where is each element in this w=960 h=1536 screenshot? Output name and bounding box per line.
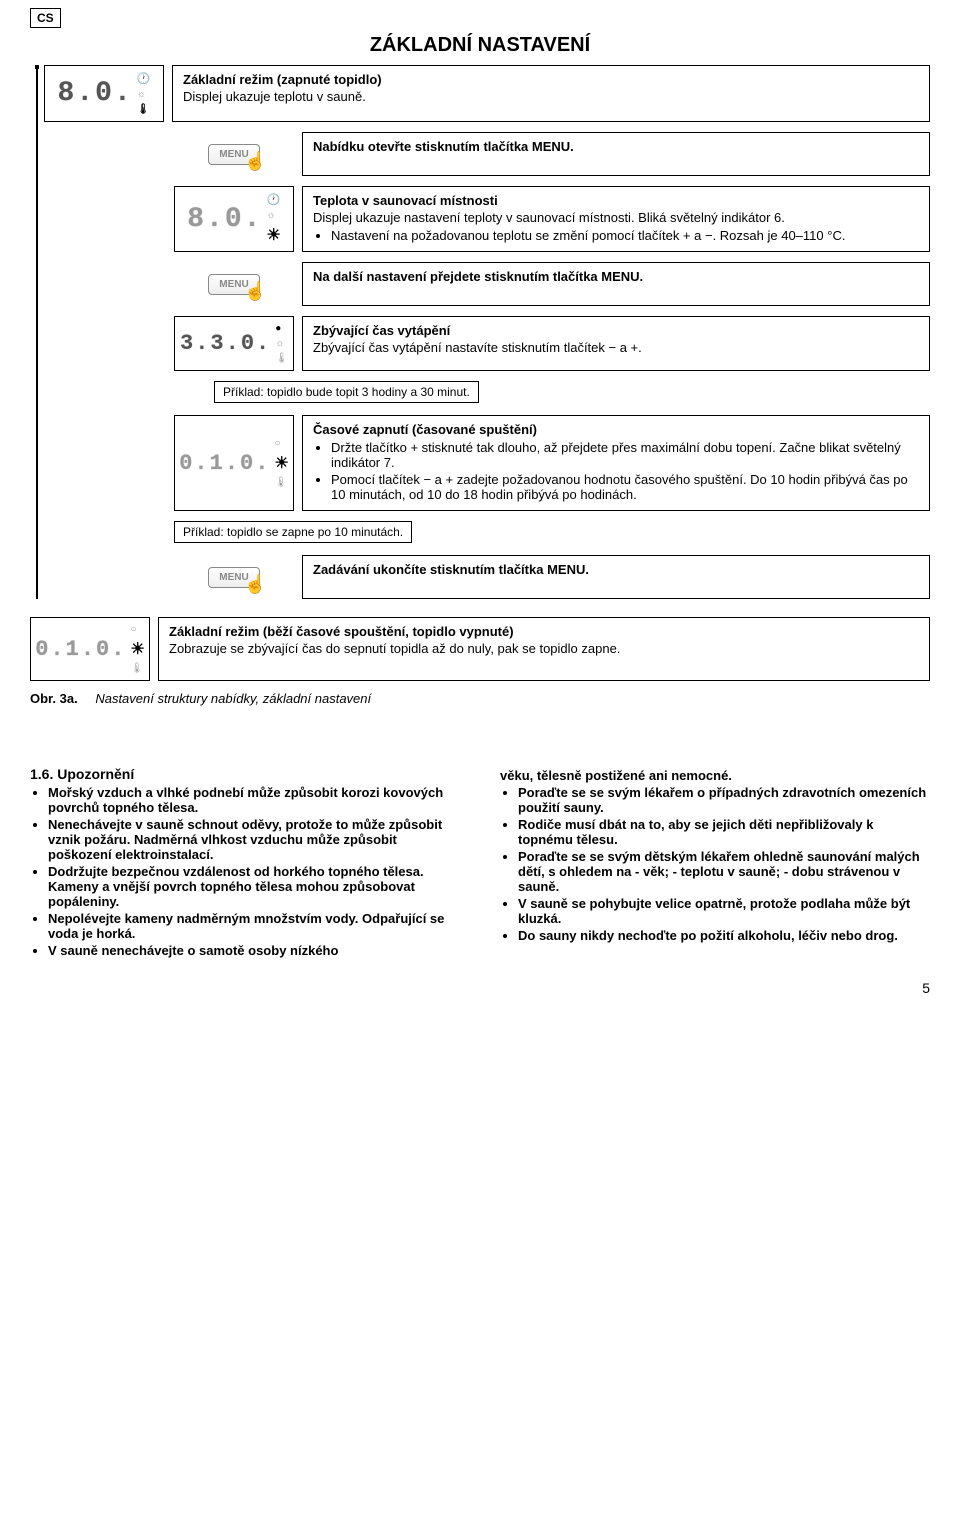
thermometer-icon: 🌡 <box>130 663 144 674</box>
clock-icon: ● <box>275 323 288 334</box>
row-title: Základní režim (běží časové spouštění, t… <box>169 624 919 639</box>
warnings-right-column: věku, tělesně postižené ani nemocné. Pora… <box>500 766 930 960</box>
seg-value: 0.1.0. <box>35 637 126 662</box>
seg-value: 8.0. <box>187 204 262 235</box>
setting-row-remaining-time: 3.3.0. ● ☼ 🌡 Zbývající čas vytápění Zbýv… <box>174 316 930 371</box>
content-finish-input: Zadávání ukončíte stisknutím tlačítka ME… <box>302 555 930 599</box>
sun-icon: ☼ <box>266 210 280 221</box>
page-title: ZÁKLADNÍ NASTAVENÍ <box>30 34 930 57</box>
menu-button-icon[interactable]: MENU <box>208 144 259 165</box>
seg-value: 8.0. <box>58 78 133 109</box>
display-countdown: 0.1.0. ○ ☀ 🌡 <box>30 617 150 681</box>
menu-press-row-2: MENU Na další nastavení přejdete stisknu… <box>174 262 930 306</box>
setting-row-timed-countdown: 0.1.0. ○ ☀ 🌡 Základní režim (běží časové… <box>30 617 930 681</box>
row-text: Zobrazuje se zbývající čas do sepnutí to… <box>169 641 919 656</box>
flow-connector <box>36 65 38 599</box>
setting-row-basic-mode: 8.0. ☼ 🌡 Základní režim (zapnuté topidlo… <box>44 65 930 122</box>
clock-icon <box>266 193 280 206</box>
thermometer-icon: 🌡 <box>137 104 151 115</box>
warning-item: Poraďte se se svým dětským lékařem ohled… <box>518 849 930 894</box>
menu-press-row-1: MENU Nabídku otevřte stisknutím tlačítka… <box>174 132 930 176</box>
seg-value: 3.3.0. <box>180 331 271 356</box>
row-title: Teplota v saunovací místnosti <box>313 193 919 208</box>
content-next-setting: Na další nastavení přejdete stisknutím t… <box>302 262 930 306</box>
menu-button-icon[interactable]: MENU <box>208 567 259 588</box>
warning-item: Dodržujte bezpečnou vzdálenost od horkéh… <box>48 864 460 909</box>
warnings-section: 1.6. Upozornění Mořský vzduch a vlhké po… <box>30 766 930 960</box>
row-text: Zadávání ukončíte stisknutím tlačítka ME… <box>313 562 919 577</box>
menu-button-icon[interactable]: MENU <box>208 274 259 295</box>
warning-item: Mořský vzduch a vlhké podnebí může způso… <box>48 785 460 815</box>
warning-item: Poraďte se se svým lékařem o případných … <box>518 785 930 815</box>
content-countdown: Základní režim (běží časové spouštění, t… <box>158 617 930 681</box>
warnings-title: 1.6. Upozornění <box>30 766 460 782</box>
row-bullet-1: Držte tlačítko + stisknuté tak dlouho, a… <box>331 440 919 470</box>
setting-row-timed-start: 0.1.0. ○ ☀ 🌡 Časové zapnutí (časované sp… <box>174 415 930 511</box>
warning-item: věku, tělesně postižené ani nemocné. <box>500 768 930 783</box>
sun-icon-active: ☀ <box>130 639 144 659</box>
seg-value: 0.1.0. <box>179 451 270 476</box>
display-temperature: 8.0. ☼ 🌡 <box>44 65 164 122</box>
sun-icon: ☼ <box>275 338 288 349</box>
display-timed-start: 0.1.0. ○ ☀ 🌡 <box>174 415 294 511</box>
thermometer-icon: 🌡 <box>274 477 288 488</box>
warnings-left-column: 1.6. Upozornění Mořský vzduch a vlhké po… <box>30 766 460 960</box>
menu-press-row-3: MENU Zadávání ukončíte stisknutím tlačít… <box>174 555 930 599</box>
content-basic-mode: Základní režim (zapnuté topidlo) Displej… <box>172 65 930 122</box>
caption-label: Obr. 3a. <box>30 691 78 706</box>
row-text: Na další nastavení přejdete stisknutím t… <box>313 269 919 284</box>
clock-icon: ○ <box>130 624 144 635</box>
language-label: CS <box>30 8 61 28</box>
figure-caption: Obr. 3a. Nastavení struktury nabídky, zá… <box>30 691 930 706</box>
display-remaining-time: 3.3.0. ● ☼ 🌡 <box>174 316 294 371</box>
row-text: Nabídku otevřte stisknutím tlačítka MENU… <box>313 139 919 154</box>
clock-icon <box>137 72 151 85</box>
caption-text: Nastavení struktury nabídky, základní na… <box>95 691 371 706</box>
row-title: Zbývající čas vytápění <box>313 323 919 338</box>
content-sauna-temp: Teplota v saunovací místnosti Displej uk… <box>302 186 930 252</box>
display-sauna-temp: 8.0. ☼ ☀ <box>174 186 294 252</box>
sun-icon: ☼ <box>137 89 151 100</box>
page-number: 5 <box>30 980 930 996</box>
example-box-2: Příklad: topidlo se zapne po 10 minutách… <box>174 521 412 543</box>
row-text: Displej ukazuje nastavení teploty v saun… <box>313 210 919 225</box>
row-bullet-2: Pomocí tlačítek − a + zadejte požadovano… <box>331 472 919 502</box>
warning-item: V sauně nenechávejte o samotě osoby nízk… <box>48 943 460 958</box>
row-text: Zbývající čas vytápění nastavíte stisknu… <box>313 340 919 355</box>
row-bullet: Nastavení na požadovanou teplotu se změn… <box>331 228 919 243</box>
clock-icon: ○ <box>274 438 288 449</box>
example-box-1: Příklad: topidlo bude topit 3 hodiny a 3… <box>214 381 479 403</box>
setting-row-sauna-temp: 8.0. ☼ ☀ Teplota v saunovací místnosti D… <box>174 186 930 252</box>
row-title: Základní režim (zapnuté topidlo) <box>183 72 919 87</box>
warning-item: Nepolévejte kameny nadměrným množstvím v… <box>48 911 460 941</box>
warning-item: Do sauny nikdy nechoďte po požití alkoho… <box>518 928 930 943</box>
thermometer-icon: 🌡 <box>275 353 288 364</box>
content-open-menu: Nabídku otevřte stisknutím tlačítka MENU… <box>302 132 930 176</box>
sun-icon-active: ☀ <box>274 453 288 473</box>
warning-item: V sauně se pohybujte velice opatrně, pro… <box>518 896 930 926</box>
sun-icon-active: ☀ <box>266 225 280 245</box>
row-title: Časové zapnutí (časované spuštění) <box>313 422 919 437</box>
warning-item: Rodiče musí dbát na to, aby se jejich dě… <box>518 817 930 847</box>
content-remaining-time: Zbývající čas vytápění Zbývající čas vyt… <box>302 316 930 371</box>
content-timed-start: Časové zapnutí (časované spuštění) Držte… <box>302 415 930 511</box>
row-text: Displej ukazuje teplotu v sauně. <box>183 89 919 104</box>
warning-item: Nenechávejte v sauně schnout oděvy, prot… <box>48 817 460 862</box>
